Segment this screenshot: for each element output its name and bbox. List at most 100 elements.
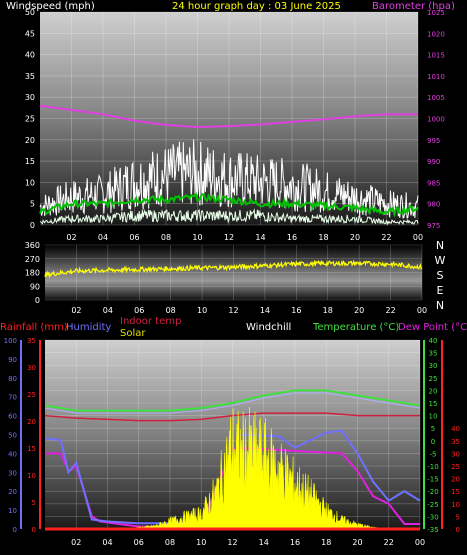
windspeed-tick-label: 50 [25,8,35,17]
barometer-tick-label: 1005 [427,94,445,102]
wind-hour-label: 02 [66,233,76,242]
humidity-tick-label: 90 [8,356,17,364]
temperature-series-group [44,389,421,531]
compass-letter: E [437,284,444,297]
temperature-hour-label: 22 [384,538,394,547]
windspeed-tick-label: 45 [25,29,35,38]
direction-hour-label: 20 [354,306,364,315]
direction-hour-label: 10 [197,306,207,315]
legend-humidity: Humidity [66,322,111,333]
series-windspeed [39,208,419,226]
windspeed-tick-label: 30 [25,93,35,102]
windspeed-tick-label: 20 [25,136,35,145]
humidity-tick-label: 100 [4,337,17,345]
barometer-tick-label: 1025 [427,9,445,17]
humidity-tick-label: 60 [8,413,17,421]
direction-degree-ticks: 360 270 180 90 0 [25,241,40,305]
wind-hour-label: 16 [287,233,297,242]
rain-tick-label: 10 [27,472,36,480]
series-windchill [44,392,421,414]
wind-hour-label: 00 [413,233,423,242]
humidity-tick-label: 40 [8,450,17,458]
series-avg-wind [39,192,419,219]
direction-hour-label: 04 [103,306,113,315]
direction-hour-label: 06 [134,306,144,315]
dewpoint-tick-label: 0 [456,526,460,534]
wind-hour-label: 10 [192,233,202,242]
windspeed-tick-label: 15 [25,157,35,166]
temperature-tick-label: 20 [429,387,438,395]
barometer-tick-label: 1010 [427,73,445,81]
direction-tick-label: 0 [35,296,40,305]
dewpoint-tick-label: 5 [456,513,460,521]
legend-dew-point: Dew Point (°C) [398,322,467,333]
legend-solar: Solar [120,328,146,339]
direction-hour-label: 16 [291,306,301,315]
temperature-hour-label: 16 [290,538,300,547]
dewpoint-tick-label: 25 [451,463,460,471]
windspeed-tick-label: 5 [30,200,35,209]
dewpoint-tick-label: 20 [451,476,460,484]
series-gust [39,139,419,219]
rain-tick-label: 0 [32,526,36,534]
temperature-hour-label: 10 [196,538,206,547]
wind-hour-label: 04 [98,233,108,242]
temperature-hour-label: 00 [415,538,425,547]
temperature-tick-label: -25 [427,501,438,509]
dewpoint-tick-label: 35 [451,438,460,446]
temperature-tick-label: -10 [427,463,438,471]
temperature-hour-label: 02 [71,538,81,547]
wind-hour-label: 08 [161,233,171,242]
direction-hour-label: 14 [260,306,270,315]
series-wind-direction [44,259,423,279]
series-barometer [39,104,418,128]
compass-letter: W [435,254,446,267]
compass-letter: N [436,299,444,312]
temperature-tick-label: -5 [430,450,437,458]
temperature-hour-label: 20 [352,538,362,547]
direction-tick-label: 180 [25,269,40,278]
barometer-tick-label: 980 [427,201,440,209]
windspeed-tick-label: 0 [30,221,35,230]
temperature-tick-label: 25 [429,375,438,383]
humidity-tick-label: 50 [8,432,17,440]
wind-hour-label: 12 [224,233,234,242]
wind-barometer-panel: Windspeed (mph) 24 hour graph day : 03 J… [6,1,455,242]
temperature-hour-label: 12 [227,538,237,547]
temperature-hour-label: 08 [165,538,175,547]
direction-hour-label: 00 [417,306,427,315]
rain-tick-label: 30 [27,364,36,372]
direction-plot-area [45,245,422,300]
wind-hour-ticks: 02 04 06 08 10 12 14 16 18 20 22 00 [66,233,423,242]
legend-indoor-temp: Indoor temp [120,316,181,327]
wind-hour-label: 22 [381,233,391,242]
legend-windchill: Windchill [246,322,291,333]
windspeed-tick-label: 25 [25,115,35,124]
compass-letter: S [437,269,444,282]
temperature-hour-label: 04 [102,538,112,547]
windspeed-tick-label: 10 [25,178,35,187]
temperature-tick-label: 40 [429,337,438,345]
temperature-hour-label: 06 [134,538,144,547]
temperature-tick-label: -35 [427,526,438,534]
barometer-tick-label: 1015 [427,52,445,60]
barometer-tick-label: 990 [427,158,440,166]
humidity-tick-label: 20 [8,488,17,496]
direction-gridlines [45,244,423,301]
rain-tick-label: 35 [27,337,36,345]
humidity-tick-label: 30 [8,469,17,477]
windspeed-tick-label: 40 [25,51,35,60]
temperature-tick-label: 35 [429,350,438,358]
temperature-tick-label: 0 [431,438,435,446]
temperature-hour-label: 14 [259,538,269,547]
wind-gridlines [40,11,419,226]
temperature-tick-label: 5 [431,425,435,433]
direction-hour-label: 02 [71,306,81,315]
direction-series-group [44,259,423,279]
dewpoint-tick-label: 30 [451,450,460,458]
direction-hour-label: 22 [385,306,395,315]
wind-hour-label: 14 [255,233,265,242]
